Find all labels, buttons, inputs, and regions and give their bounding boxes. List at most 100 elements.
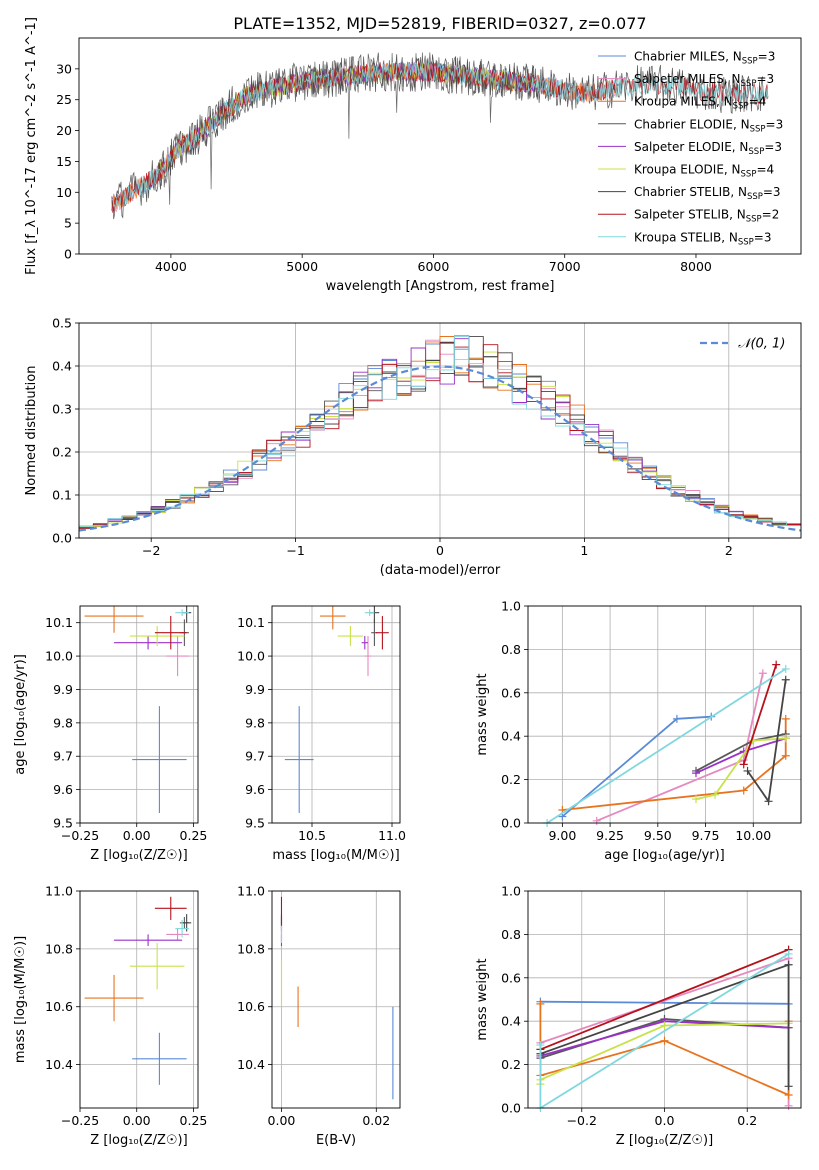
- y-axis-label: mass weight: [475, 673, 490, 755]
- legend-label-tail: =2: [762, 208, 780, 222]
- spectrum-series-kroupa-stelib: [111, 61, 769, 210]
- legend-label-base: Chabrier ELODIE, N: [634, 117, 750, 131]
- point-salpeter-miles: [166, 928, 189, 941]
- y-tick-label: 1.0: [501, 884, 521, 899]
- y-tick-label: 20: [56, 123, 72, 138]
- legend-label: Chabrier ELODIE, NSSP=3: [634, 117, 783, 134]
- weight-marker: [739, 786, 748, 795]
- x-axis-label: Z [log₁₀(Z/Z☉)]: [616, 1133, 713, 1148]
- legend-label-sub: SSP: [733, 102, 749, 112]
- x-tick-label: 0.00: [123, 1113, 151, 1128]
- y-tick-label: 0.2: [52, 445, 72, 460]
- legend-label-tail: =3: [763, 185, 781, 199]
- y-tick-label: 0.0: [501, 816, 521, 831]
- x-tick-label: −0.25: [61, 1113, 99, 1128]
- legend-label-sub: SSP: [742, 57, 758, 67]
- point-salpeter-stelib: [376, 616, 389, 650]
- y-axis-label: mass [log₁₀(M/M☉)]: [13, 936, 28, 1063]
- point-kroupa-miles: [320, 606, 346, 630]
- y-tick-label: 0.5: [52, 316, 72, 331]
- weight-marker: [758, 669, 767, 678]
- grid: [272, 890, 400, 1108]
- weight-marker: [784, 1090, 793, 1099]
- point-kroupa-stelib: [175, 919, 189, 938]
- y-tick-label: 0.4: [52, 359, 72, 374]
- legend-label: Salpeter STELIB, NSSP=2: [634, 208, 779, 225]
- grid: [79, 890, 198, 1108]
- point-salpeter-stelib: [154, 616, 187, 650]
- weight-line: [742, 664, 778, 765]
- legend-label-tail: =3: [764, 140, 782, 154]
- point-salpeter-miles: [364, 636, 372, 677]
- y-tick-label: 9.6: [53, 782, 73, 797]
- y-tick-label: 10.6: [45, 999, 73, 1014]
- y-tick-label: 0.6: [501, 685, 521, 700]
- legend-label: Chabrier STELIB, NSSP=3: [634, 185, 781, 202]
- legend-label-sub: SSP: [741, 79, 757, 89]
- point-chabrier-miles: [132, 1032, 187, 1085]
- point-salpeter-miles: [166, 636, 189, 677]
- legend-label: Salpeter ELODIE, NSSP=3: [634, 140, 782, 157]
- x-tick-label: 2: [725, 543, 733, 558]
- x-tick-label: 4000: [155, 259, 187, 274]
- x-axis-label: (data-model)/error: [380, 563, 501, 578]
- error-bars: [84, 896, 192, 1085]
- y-axis-label: Normed distribution: [24, 366, 39, 496]
- weight-marker: [784, 1101, 793, 1110]
- weight-marker: [660, 1021, 669, 1030]
- plot-frame: [78, 37, 802, 255]
- x-tick-label: 6000: [418, 259, 450, 274]
- y-tick-label: 11.0: [45, 884, 73, 899]
- axes: 10.5 11.0 9.5 9.6 9.7 9.8 9.9 10.0 10.1 mass [log…: [237, 615, 406, 863]
- axes: −2 −1 0 1 2 0.0 0.1 0.2 0.3 0.4 0.5 (data-model)/er…: [24, 316, 733, 579]
- normal-curve: [78, 365, 802, 532]
- plot-frame: [527, 890, 802, 1109]
- weight-series-kroupa-elodie: [692, 734, 790, 804]
- x-axis-label: wavelength [Angstrom, rest frame]: [326, 279, 555, 294]
- weight-marker: [764, 797, 773, 806]
- weight-marker: [781, 751, 790, 760]
- y-tick-label: 10: [56, 185, 72, 200]
- legend-label-sub: SSP: [738, 237, 754, 247]
- x-tick-label: −0.2: [567, 1113, 597, 1128]
- point-kroupa-elodie: [337, 626, 364, 647]
- weight-line: [596, 673, 764, 822]
- weight-line: [562, 718, 787, 811]
- weight-marker: [772, 660, 781, 669]
- x-tick-label: 0.25: [180, 828, 208, 843]
- weight-marker: [660, 1036, 669, 1045]
- legend-label: Salpeter MILES, NSSP=3: [634, 72, 774, 89]
- weight-marker: [784, 949, 793, 958]
- y-tick-label: 9.5: [53, 816, 73, 831]
- y-tick-label: 10.0: [45, 649, 73, 664]
- grid: [272, 606, 400, 824]
- y-tick-label: 0.4: [501, 1014, 521, 1029]
- x-tick-label: −1: [286, 543, 304, 558]
- point-kroupa-miles: [84, 974, 144, 1022]
- point-chabrier-miles: [284, 706, 314, 813]
- y-tick-label: 0.2: [501, 772, 521, 787]
- legend-label: 𝒩(0, 1): [738, 337, 785, 352]
- point-kroupa-stelib: [364, 609, 375, 617]
- legend-label-sub: SSP: [750, 124, 766, 134]
- weight-vs-z-panel: −0.2 0.0 0.2 0.0 0.2 0.4 0.6 0.8 1.0 Z [log₁₀(Z/Z…: [475, 884, 802, 1148]
- spectrum-panel: 4000 5000 6000 7000 8000 0 5 10 15 20 25 30 waveleng…: [24, 17, 802, 294]
- x-axis-label: Z [log₁₀(Z/Z☉)]: [90, 1133, 187, 1148]
- y-tick-label: 1.0: [501, 599, 521, 614]
- weight-line: [540, 1000, 789, 1005]
- weight-marker: [781, 714, 790, 723]
- legend-label-tail: =4: [756, 163, 774, 177]
- y-tick-label: 9.6: [245, 782, 265, 797]
- x-tick-label: 9.75: [692, 828, 720, 843]
- y-tick-label: 25: [56, 92, 72, 107]
- legend-label-tail: =3: [756, 72, 774, 86]
- point-kroupa-miles: [84, 606, 144, 633]
- y-tick-label: 11.0: [237, 884, 265, 899]
- y-tick-label: 0.3: [52, 402, 72, 417]
- grid: [79, 606, 198, 824]
- error-bars: [84, 606, 192, 813]
- y-tick-label: 10.1: [237, 615, 265, 630]
- legend-label-tail: =3: [766, 117, 784, 131]
- point-salpeter-stelib: [154, 896, 187, 920]
- figure-title: PLATE=1352, MJD=52819, FIBERID=0327, z=0…: [233, 14, 646, 33]
